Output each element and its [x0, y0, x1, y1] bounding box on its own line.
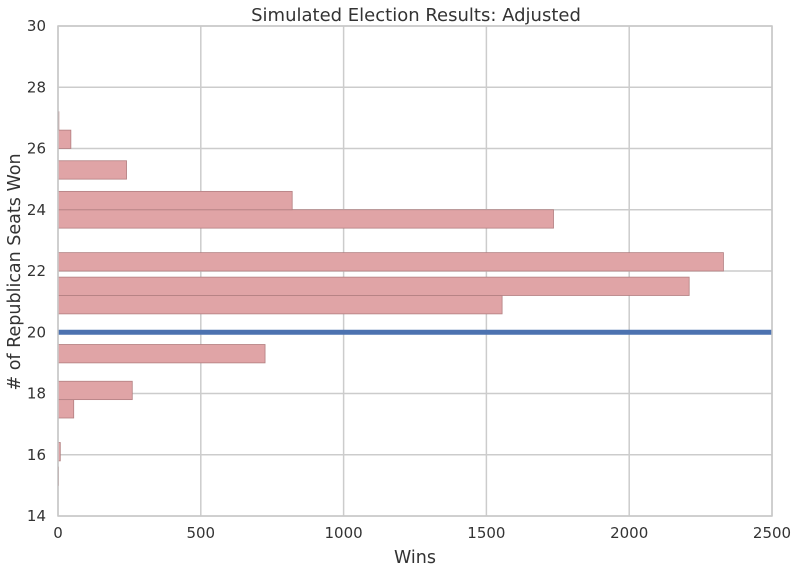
y-tick-label: 26	[27, 140, 46, 158]
x-tick-label: 500	[186, 524, 215, 542]
histogram-bar	[57, 344, 266, 364]
y-tick-label: 16	[27, 446, 46, 464]
y-tick-labels: 14 16 18 20 22 24 26 28 30	[27, 17, 46, 525]
chart-title: Simulated Election Results: Adjusted	[251, 5, 581, 26]
histogram-bar	[57, 160, 127, 180]
plot-frame	[57, 25, 773, 517]
x-tick-label: 2000	[610, 524, 648, 542]
histogram-bar	[57, 190, 293, 211]
y-tick-label: 24	[27, 201, 46, 219]
x-axis-title: Wins	[394, 548, 436, 568]
histogram-bar	[57, 252, 724, 272]
x-tick-label: 0	[53, 524, 63, 542]
x-tick-label: 1000	[325, 524, 363, 542]
histogram-bar	[57, 129, 72, 149]
x-tick-label: 2500	[753, 524, 791, 542]
y-tick-label: 20	[27, 323, 46, 341]
histogram-bar	[57, 295, 503, 315]
bars-group	[57, 111, 724, 486]
histogram-bar	[57, 399, 75, 419]
y-tick-label: 18	[27, 385, 46, 403]
y-tick-label: 28	[27, 78, 46, 96]
x-tick-labels: 0 500 1000 1500 2000 2500	[53, 524, 791, 542]
y-tick-label: 14	[27, 507, 46, 525]
histogram-bar	[57, 380, 133, 401]
histogram-bar	[57, 209, 554, 229]
x-tick-label: 1500	[467, 524, 505, 542]
y-axis-title: # of Republican Seats Won	[5, 153, 25, 390]
y-tick-label: 22	[27, 262, 46, 280]
y-tick-label: 30	[27, 17, 46, 35]
histogram-bar	[57, 276, 690, 296]
